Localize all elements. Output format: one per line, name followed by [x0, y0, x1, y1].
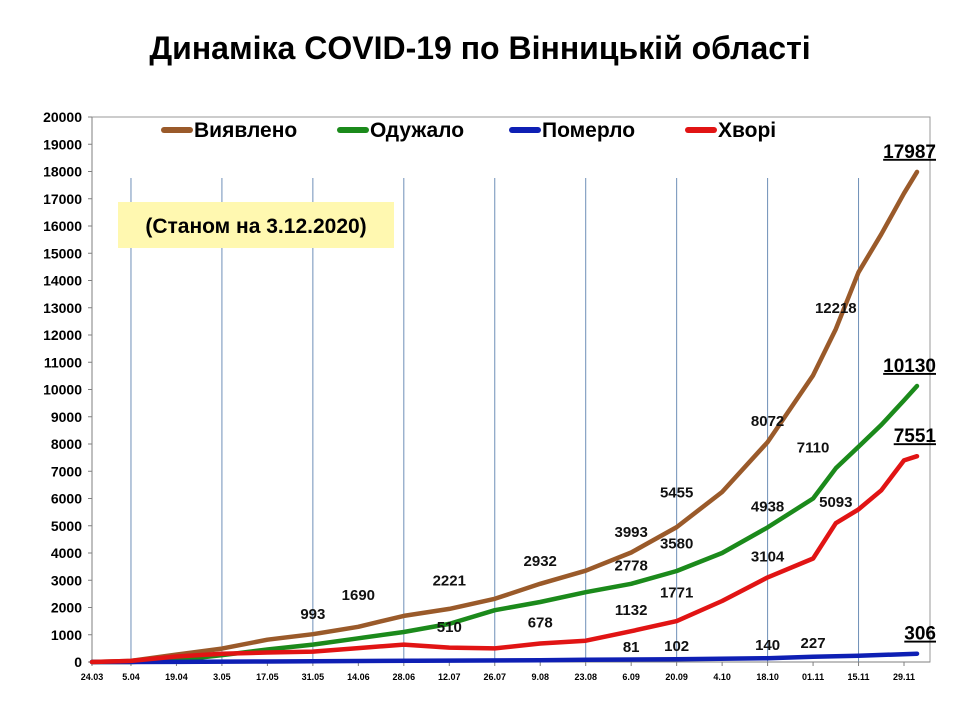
series-line — [89, 169, 920, 665]
legend: Виявлено Одужало Померло Хворі — [161, 119, 776, 142]
y-tick-label: 7000 — [51, 463, 82, 479]
y-tick-label: 1000 — [51, 627, 82, 643]
x-tick-label: 12.07 — [438, 672, 461, 682]
x-tick-label: 14.06 — [347, 672, 370, 682]
annotations: 993 1690 2221 2932 3993 5455 8072 12218 2778 3580… — [300, 300, 856, 656]
subtitle: (Станом на 3.12.2020) — [145, 215, 366, 238]
data-label: 3993 — [614, 524, 647, 541]
y-tick-label: 4000 — [51, 545, 82, 561]
x-tick-label: 31.05 — [302, 672, 325, 682]
y-tick-label: 20000 — [43, 109, 82, 125]
y-tick-label: 19000 — [43, 136, 82, 152]
x-tick-label: 6.09 — [622, 672, 640, 682]
final-value-label: 7551 — [894, 426, 937, 447]
legend-label: Хворі — [718, 119, 776, 142]
subtitle-background — [118, 202, 394, 248]
y-tick-label: 0 — [74, 654, 82, 670]
final-values: 17987 10130 7551 306 — [883, 142, 936, 645]
series-line — [89, 651, 920, 665]
x-tick-label: 24.03 — [81, 672, 104, 682]
y-tick-label: 11000 — [44, 354, 82, 370]
y-tick-label: 6000 — [51, 491, 82, 507]
x-tick-label: 28.06 — [393, 672, 416, 682]
x-tick-label: 17.05 — [256, 672, 279, 682]
data-label: 7110 — [797, 439, 830, 456]
y-tick-label: 10000 — [43, 382, 82, 398]
x-tick-label: 9.08 — [531, 672, 549, 682]
legend-label: Померло — [542, 119, 635, 142]
data-label: 81 — [623, 639, 640, 656]
data-label: 510 — [437, 619, 462, 636]
data-label: 4938 — [751, 498, 784, 515]
grid — [130, 178, 860, 662]
subtitle-box: (Станом на 3.12.2020) — [118, 202, 394, 248]
data-label: 227 — [801, 635, 826, 652]
x-tick-label: 4.10 — [713, 672, 731, 682]
data-label: 678 — [528, 615, 553, 632]
y-tick-label: 5000 — [51, 518, 82, 534]
data-label: 1690 — [342, 587, 375, 604]
legend-label: Одужало — [370, 119, 464, 142]
y-tick-label: 9000 — [51, 409, 82, 425]
y-tick-label: 14000 — [43, 273, 82, 289]
x-tick-label: 3.05 — [213, 672, 231, 682]
y-tick-label: 13000 — [43, 300, 82, 316]
data-label: 12218 — [815, 300, 857, 317]
y-tick-label: 18000 — [43, 164, 82, 180]
series-lines — [89, 169, 920, 665]
data-label: 2778 — [614, 557, 647, 574]
data-label: 102 — [664, 638, 689, 655]
x-tick-label: 26.07 — [483, 672, 506, 682]
chart-title: Динаміка COVID-19 по Вінницькій області — [149, 30, 811, 66]
data-label: 3580 — [660, 535, 693, 552]
final-value-label: 306 — [904, 624, 936, 645]
x-tick-label: 19.04 — [165, 672, 188, 682]
data-label: 8072 — [751, 413, 784, 430]
data-label: 1132 — [615, 602, 648, 619]
legend-label: Виявлено — [194, 119, 297, 142]
x-tick-label: 23.08 — [574, 672, 597, 682]
final-value-label: 17987 — [883, 142, 936, 163]
data-label: 2932 — [524, 553, 557, 570]
x-tick-labels: 24.03 5.04 19.04 3.05 17.05 31.05 14.06 28.06 12… — [81, 672, 915, 682]
x-tick-label: 5.04 — [122, 672, 140, 682]
y-tick-label: 16000 — [43, 218, 82, 234]
x-tick-label: 01.11 — [802, 672, 824, 682]
y-tick-label: 2000 — [51, 600, 82, 616]
x-tick-label: 18.10 — [756, 672, 779, 682]
y-tick-label: 17000 — [43, 191, 82, 207]
x-tick-label: 29.11 — [893, 672, 915, 682]
data-label: 3104 — [751, 548, 785, 565]
series-line — [89, 453, 920, 665]
x-tick-label: 15.11 — [848, 672, 870, 682]
data-label: 5093 — [819, 494, 852, 511]
data-label: 2221 — [433, 572, 466, 589]
data-label: 1771 — [660, 585, 693, 602]
y-tick-label: 12000 — [43, 327, 82, 343]
data-label: 140 — [755, 637, 780, 654]
data-label: 993 — [300, 606, 325, 623]
y-tick-label: 15000 — [43, 245, 82, 261]
data-label: 5455 — [660, 484, 693, 501]
final-value-label: 10130 — [883, 356, 936, 377]
y-tick-label: 8000 — [51, 436, 82, 452]
y-tick-label: 3000 — [51, 572, 82, 588]
y-tick-labels: 0 1000 2000 3000 4000 5000 6000 7000 8000 9000 100… — [43, 109, 82, 670]
x-tick-label: 20.09 — [665, 672, 688, 682]
